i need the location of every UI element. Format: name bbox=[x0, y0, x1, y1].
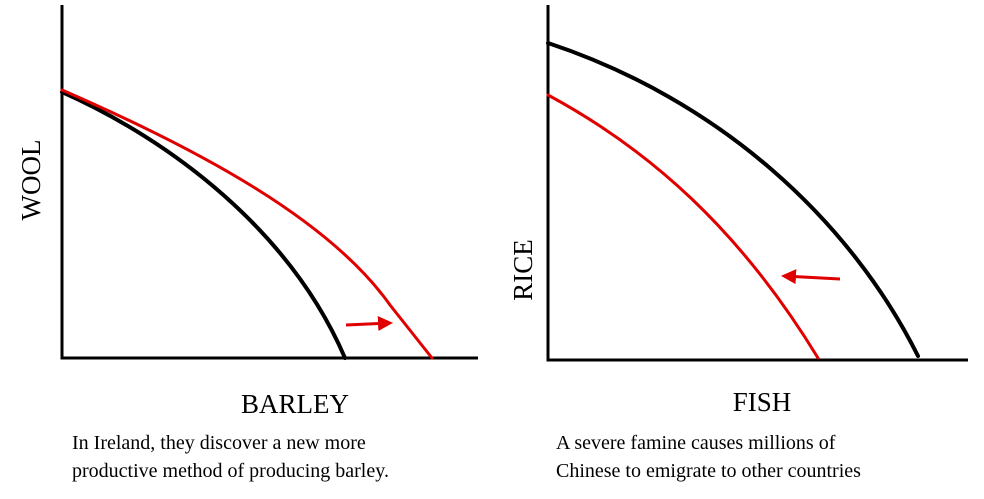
x-axis-label: BARLEY bbox=[241, 389, 349, 419]
ppf-original bbox=[546, 41, 920, 358]
caption-line: Chinese to emigrate to other countries bbox=[556, 460, 861, 482]
y-axis-label: WOOL bbox=[16, 140, 46, 221]
shift-arrow bbox=[781, 269, 841, 285]
shift-arrow bbox=[345, 316, 393, 332]
y-axis-label: RICE bbox=[508, 239, 538, 301]
caption-line: A severe famine causes millions of bbox=[556, 432, 836, 454]
axes bbox=[60, 5, 478, 360]
axes bbox=[546, 5, 968, 362]
caption-line: productive method of producing barley. bbox=[72, 460, 389, 482]
ppf-shifted bbox=[60, 88, 434, 360]
left-panel: WOOL BARLEY In Ireland, they discover a … bbox=[16, 5, 478, 482]
ppf-shifted bbox=[546, 93, 820, 360]
x-axis-label: FISH bbox=[733, 387, 792, 417]
right-panel: RICE FISH A severe famine causes million… bbox=[508, 5, 968, 482]
caption-line: In Ireland, they discover a new more bbox=[72, 432, 366, 454]
ppf-original bbox=[60, 90, 347, 360]
